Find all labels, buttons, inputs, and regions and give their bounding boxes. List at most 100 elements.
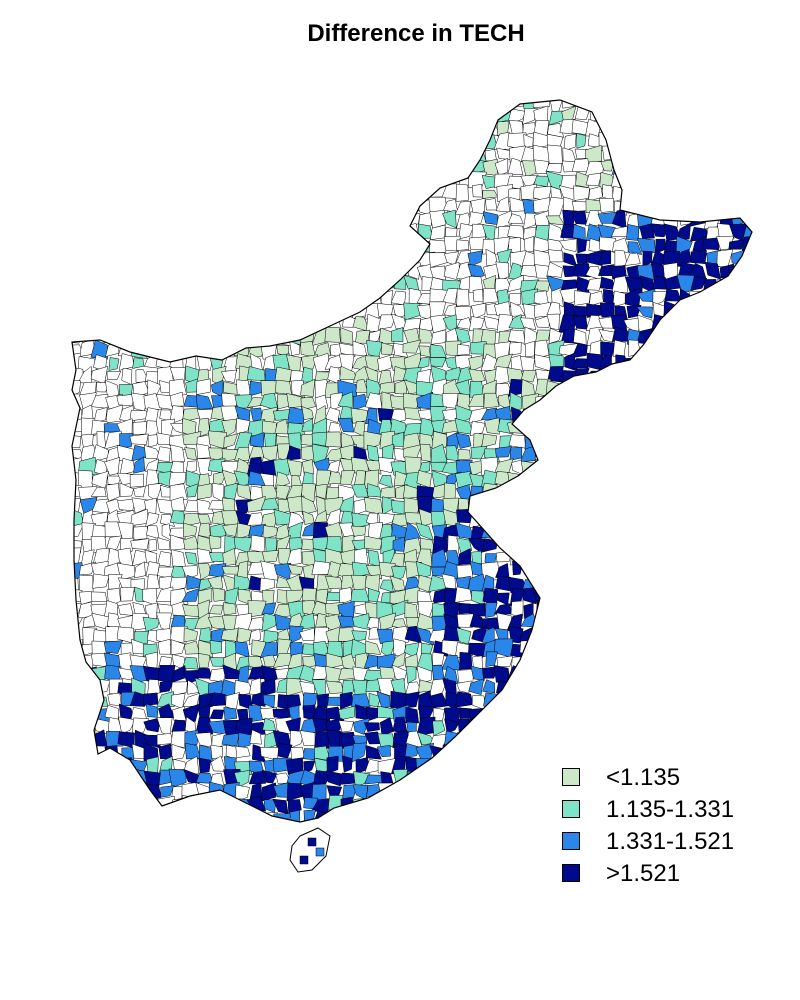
county-region [495, 510, 513, 527]
county-region [731, 186, 745, 204]
county-region [546, 511, 563, 525]
county-region [704, 488, 720, 498]
county-region [325, 665, 342, 685]
county-region [343, 274, 357, 293]
county-region [313, 275, 331, 294]
county-region [676, 107, 691, 121]
county-region [468, 211, 485, 227]
county-region [524, 703, 535, 724]
county-region [72, 434, 82, 449]
county-region [129, 224, 148, 242]
county-region [326, 561, 342, 580]
county-region [363, 266, 384, 280]
county-region [72, 781, 81, 796]
county-region [78, 287, 96, 305]
county-region [548, 354, 565, 367]
county-region [367, 549, 381, 568]
county-region [299, 236, 319, 253]
county-region [548, 575, 565, 592]
county-region [715, 417, 729, 434]
county-region [546, 261, 563, 278]
county-region [520, 730, 540, 750]
county-region [600, 407, 616, 423]
county-region [223, 160, 240, 174]
county-region [212, 122, 225, 137]
county-region [523, 768, 539, 785]
county-region [261, 602, 277, 615]
county-region [690, 276, 708, 291]
county-region [314, 148, 329, 163]
county-region [638, 638, 656, 659]
county-region [339, 587, 353, 605]
county-region [364, 774, 384, 785]
county-region [652, 197, 667, 214]
county-region [286, 547, 302, 566]
county-region [740, 703, 752, 724]
county-region [754, 405, 771, 419]
county-region [459, 823, 474, 837]
county-region [286, 589, 305, 604]
county-region [585, 172, 602, 186]
county-region [182, 755, 200, 775]
county-region [508, 342, 522, 356]
county-region [233, 536, 253, 554]
county-region [145, 100, 161, 111]
county-region [107, 252, 124, 267]
county-region [299, 224, 315, 242]
county-region [261, 315, 277, 333]
county-region [132, 357, 145, 369]
county-region [755, 601, 771, 616]
county-region [325, 680, 345, 694]
county-region [625, 100, 643, 109]
county-region [328, 302, 344, 319]
county-region [302, 692, 318, 710]
county-region [72, 100, 81, 112]
county-region [677, 222, 691, 240]
county-region [676, 471, 690, 488]
county-region [223, 106, 240, 125]
county-region [103, 797, 123, 811]
county-region [665, 537, 679, 554]
county-region [703, 576, 721, 590]
county-region [299, 212, 318, 229]
county-region [261, 485, 280, 502]
county-region [496, 785, 513, 801]
county-region [573, 404, 589, 422]
county-region [573, 420, 589, 435]
county-region [715, 146, 734, 163]
county-region [754, 237, 771, 255]
county-region [77, 185, 96, 204]
county-region [572, 447, 589, 463]
county-region [432, 707, 445, 722]
county-region [558, 628, 576, 641]
county-region [238, 732, 253, 749]
county-region [194, 171, 210, 190]
county-region [460, 812, 474, 822]
county-region [181, 100, 198, 111]
county-region [391, 160, 409, 173]
county-region [364, 109, 380, 123]
county-region [391, 327, 404, 343]
county-region [536, 522, 552, 538]
county-region [222, 251, 237, 267]
county-region [196, 409, 215, 421]
county-region [289, 249, 301, 267]
county-region [655, 703, 667, 721]
county-region [533, 748, 552, 760]
county-region [651, 537, 667, 552]
county-region [429, 119, 445, 136]
county-region [376, 690, 391, 708]
county-region [652, 471, 670, 490]
county-region [418, 784, 435, 798]
county-region [548, 470, 565, 488]
county-region [637, 110, 655, 123]
county-region [754, 227, 768, 238]
county-region [546, 197, 566, 217]
county-region [549, 444, 562, 460]
county-region [103, 184, 122, 203]
county-region [312, 522, 328, 540]
county-region [639, 223, 655, 240]
county-region [545, 215, 565, 226]
county-region [91, 524, 110, 540]
county-region [585, 706, 601, 722]
